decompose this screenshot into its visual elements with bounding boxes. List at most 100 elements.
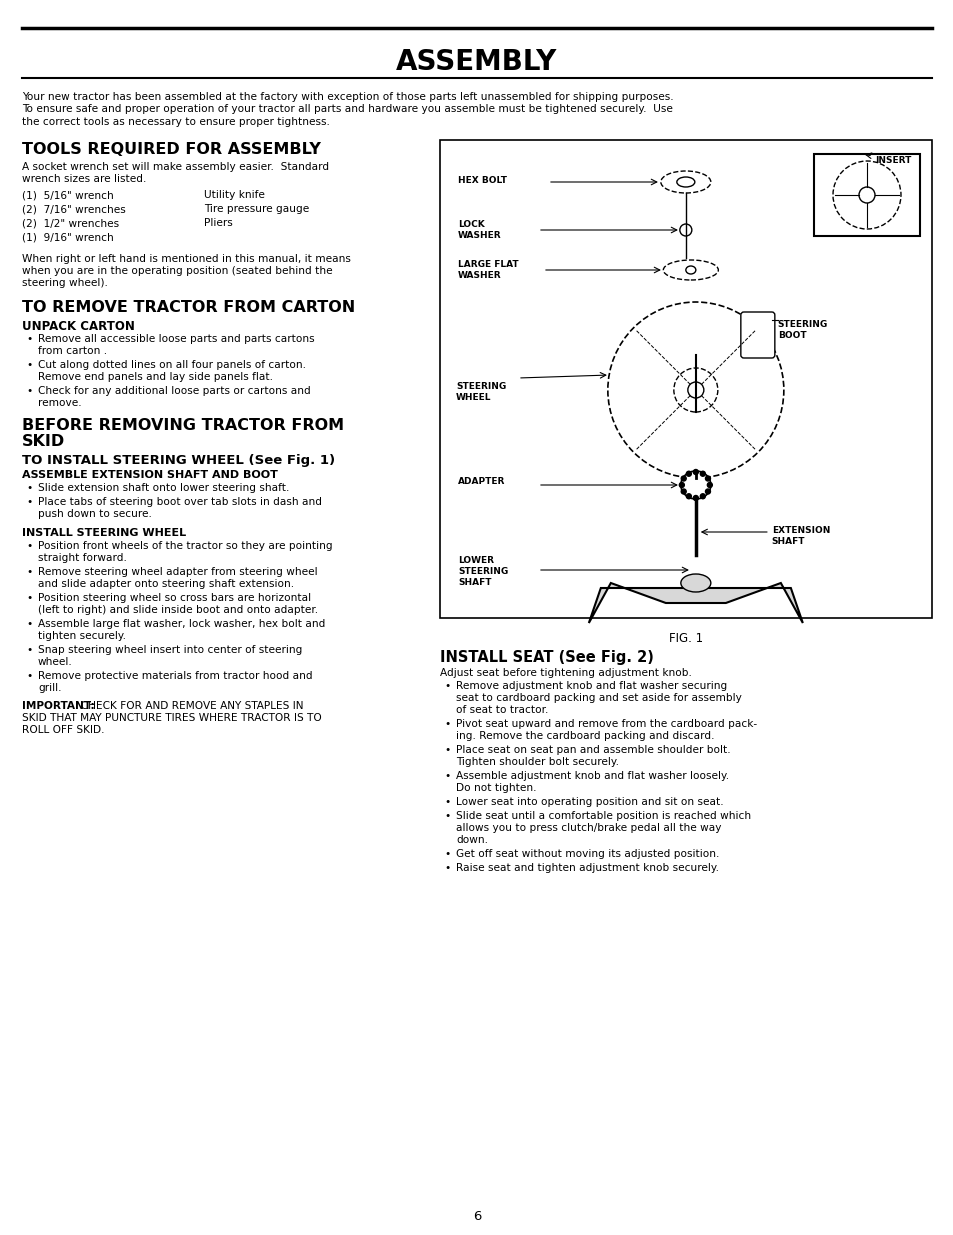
Text: When right or left hand is mentioned in this manual, it means: When right or left hand is mentioned in …: [22, 254, 351, 264]
Text: LOWER
STEERING
SHAFT: LOWER STEERING SHAFT: [457, 556, 508, 587]
Text: •: •: [26, 359, 32, 370]
Text: Pliers: Pliers: [204, 219, 233, 228]
Text: 6: 6: [473, 1210, 480, 1223]
Text: Slide seat until a comfortable position is reached which: Slide seat until a comfortable position …: [456, 811, 750, 821]
Text: tighten securely.: tighten securely.: [38, 631, 126, 641]
Text: steering wheel).: steering wheel).: [22, 278, 108, 288]
Text: Tire pressure gauge: Tire pressure gauge: [204, 204, 309, 214]
Circle shape: [685, 472, 691, 477]
Text: •: •: [26, 496, 32, 508]
Text: seat to cardboard packing and set aside for assembly: seat to cardboard packing and set aside …: [456, 693, 741, 703]
Text: To ensure safe and proper operation of your tractor all parts and hardware you a: To ensure safe and proper operation of y…: [22, 105, 672, 115]
Text: Assemble large flat washer, lock washer, hex bolt and: Assemble large flat washer, lock washer,…: [38, 619, 325, 629]
Text: Remove steering wheel adapter from steering wheel: Remove steering wheel adapter from steer…: [38, 567, 317, 577]
Text: (1)  9/16" wrench: (1) 9/16" wrench: [22, 232, 113, 242]
Text: straight forward.: straight forward.: [38, 553, 127, 563]
Text: CHECK FOR AND REMOVE ANY STAPLES IN: CHECK FOR AND REMOVE ANY STAPLES IN: [74, 701, 303, 711]
Text: Remove end panels and lay side panels flat.: Remove end panels and lay side panels fl…: [38, 372, 273, 382]
Text: •: •: [26, 567, 32, 577]
Text: (2)  1/2" wrenches: (2) 1/2" wrenches: [22, 219, 119, 228]
Ellipse shape: [662, 261, 718, 280]
Text: Get off seat without moving its adjusted position.: Get off seat without moving its adjusted…: [456, 848, 719, 860]
Text: Remove protective materials from tractor hood and: Remove protective materials from tractor…: [38, 671, 313, 680]
Text: HEX BOLT: HEX BOLT: [457, 177, 506, 185]
Text: grill.: grill.: [38, 683, 61, 693]
Circle shape: [680, 475, 685, 480]
Text: the correct tools as necessary to ensure proper tightness.: the correct tools as necessary to ensure…: [22, 117, 330, 127]
Text: Pivot seat upward and remove from the cardboard pack-: Pivot seat upward and remove from the ca…: [456, 719, 757, 729]
Text: Lower seat into operating position and sit on seat.: Lower seat into operating position and s…: [456, 797, 723, 806]
Text: (1)  5/16" wrench: (1) 5/16" wrench: [22, 190, 113, 200]
Circle shape: [685, 494, 691, 499]
Text: Raise seat and tighten adjustment knob securely.: Raise seat and tighten adjustment knob s…: [456, 863, 719, 873]
Text: •: •: [26, 593, 32, 603]
Text: push down to secure.: push down to secure.: [38, 509, 152, 519]
Text: TO REMOVE TRACTOR FROM CARTON: TO REMOVE TRACTOR FROM CARTON: [22, 300, 355, 315]
Text: •: •: [443, 719, 450, 729]
Text: Remove adjustment knob and flat washer securing: Remove adjustment knob and flat washer s…: [456, 680, 726, 692]
Text: Tighten shoulder bolt securely.: Tighten shoulder bolt securely.: [456, 757, 618, 767]
Text: LOCK
WASHER: LOCK WASHER: [457, 220, 501, 240]
Text: Utility knife: Utility knife: [204, 190, 265, 200]
Text: down.: down.: [456, 835, 488, 845]
Bar: [439, 140, 931, 618]
Text: Remove all accessible loose parts and parts cartons: Remove all accessible loose parts and pa…: [38, 333, 314, 345]
Text: •: •: [443, 863, 450, 873]
Circle shape: [679, 483, 683, 488]
Text: •: •: [26, 671, 32, 680]
Text: INSTALL SEAT (See Fig. 2): INSTALL SEAT (See Fig. 2): [439, 650, 653, 664]
Circle shape: [704, 475, 710, 480]
Text: •: •: [26, 541, 32, 551]
Text: LARGE FLAT
WASHER: LARGE FLAT WASHER: [457, 261, 518, 280]
Text: Assemble adjustment knob and flat washer loosely.: Assemble adjustment knob and flat washer…: [456, 771, 728, 781]
Circle shape: [693, 469, 698, 474]
Text: (left to right) and slide inside boot and onto adapter.: (left to right) and slide inside boot an…: [38, 605, 317, 615]
Text: STEERING
BOOT: STEERING BOOT: [777, 320, 827, 340]
Text: (2)  7/16" wrenches: (2) 7/16" wrenches: [22, 204, 126, 214]
Text: ASSEMBLE EXTENSION SHAFT AND BOOT: ASSEMBLE EXTENSION SHAFT AND BOOT: [22, 471, 277, 480]
Circle shape: [680, 489, 685, 494]
Bar: [813, 154, 919, 236]
Text: ROLL OFF SKID.: ROLL OFF SKID.: [22, 725, 105, 735]
Text: Snap steering wheel insert into center of steering: Snap steering wheel insert into center o…: [38, 645, 302, 655]
Text: Cut along dotted lines on all four panels of carton.: Cut along dotted lines on all four panel…: [38, 359, 306, 370]
Text: •: •: [26, 645, 32, 655]
Text: •: •: [26, 387, 32, 396]
Text: and slide adapter onto steering shaft extension.: and slide adapter onto steering shaft ex…: [38, 579, 294, 589]
Text: remove.: remove.: [38, 398, 82, 408]
Text: IMPORTANT:: IMPORTANT:: [22, 701, 94, 711]
Text: BEFORE REMOVING TRACTOR FROM: BEFORE REMOVING TRACTOR FROM: [22, 417, 344, 433]
Text: of seat to tractor.: of seat to tractor.: [456, 705, 548, 715]
Text: •: •: [443, 848, 450, 860]
Text: wheel.: wheel.: [38, 657, 72, 667]
Ellipse shape: [676, 177, 694, 186]
Text: SKID: SKID: [22, 433, 65, 450]
Ellipse shape: [660, 170, 710, 193]
Text: UNPACK CARTON: UNPACK CARTON: [22, 320, 134, 333]
Circle shape: [700, 472, 704, 477]
Text: •: •: [443, 680, 450, 692]
Text: Position steering wheel so cross bars are horizontal: Position steering wheel so cross bars ar…: [38, 593, 311, 603]
FancyBboxPatch shape: [740, 312, 774, 358]
Text: •: •: [443, 797, 450, 806]
Ellipse shape: [679, 224, 691, 236]
Text: ADAPTER: ADAPTER: [457, 477, 505, 487]
Polygon shape: [588, 583, 802, 622]
Text: Your new tractor has been assembled at the factory with exception of those parts: Your new tractor has been assembled at t…: [22, 91, 673, 103]
Text: Position front wheels of the tractor so they are pointing: Position front wheels of the tractor so …: [38, 541, 333, 551]
Text: INSERT: INSERT: [874, 156, 910, 165]
Text: STEERING
WHEEL: STEERING WHEEL: [456, 382, 506, 403]
Text: TOOLS REQUIRED FOR ASSEMBLY: TOOLS REQUIRED FOR ASSEMBLY: [22, 142, 320, 157]
Text: Place seat on seat pan and assemble shoulder bolt.: Place seat on seat pan and assemble shou…: [456, 745, 730, 755]
Text: •: •: [443, 771, 450, 781]
Text: when you are in the operating position (seated behind the: when you are in the operating position (…: [22, 266, 333, 275]
Text: •: •: [26, 619, 32, 629]
Text: Slide extension shaft onto lower steering shaft.: Slide extension shaft onto lower steerin…: [38, 483, 289, 493]
Ellipse shape: [685, 266, 695, 274]
Text: EXTENSION
SHAFT: EXTENSION SHAFT: [771, 526, 829, 546]
Text: TO INSTALL STEERING WHEEL (See Fig. 1): TO INSTALL STEERING WHEEL (See Fig. 1): [22, 454, 335, 467]
Circle shape: [693, 495, 698, 500]
Text: A socket wrench set will make assembly easier.  Standard: A socket wrench set will make assembly e…: [22, 162, 329, 172]
Text: Check for any additional loose parts or cartons and: Check for any additional loose parts or …: [38, 387, 311, 396]
Text: Place tabs of steering boot over tab slots in dash and: Place tabs of steering boot over tab slo…: [38, 496, 322, 508]
